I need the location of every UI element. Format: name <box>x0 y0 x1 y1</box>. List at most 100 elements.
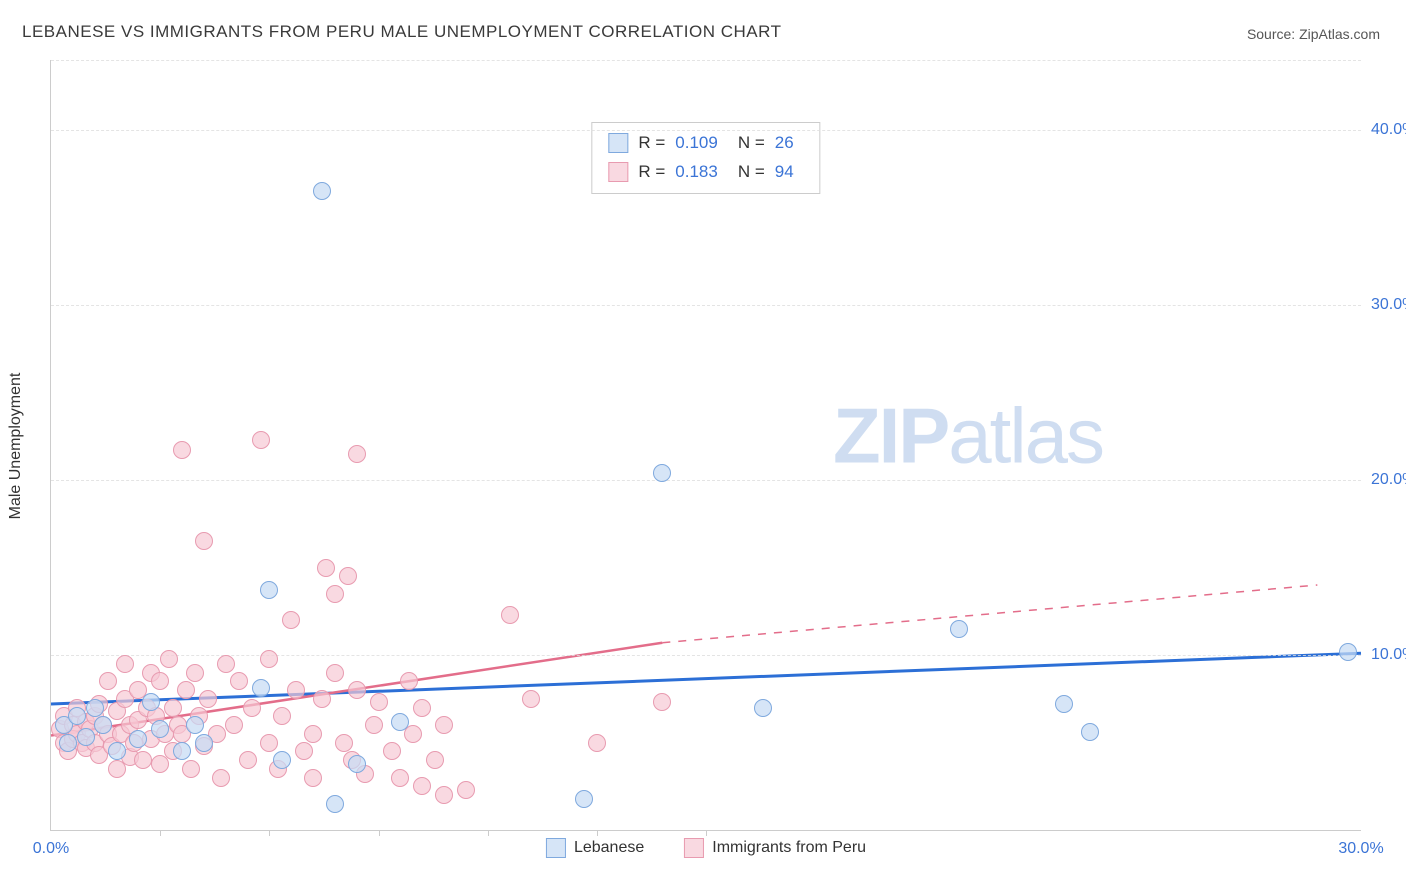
scatter-point-lebanese <box>391 713 409 731</box>
scatter-point-peru <box>370 693 388 711</box>
grid-line <box>51 655 1361 656</box>
legend-row-lebanese: R = 0.109 N = 26 <box>608 129 803 158</box>
scatter-point-lebanese <box>575 790 593 808</box>
legend-item-peru: Immigrants from Peru <box>684 838 866 858</box>
scatter-point-peru <box>365 716 383 734</box>
scatter-point-peru <box>317 559 335 577</box>
n-value: 94 <box>775 158 794 187</box>
watermark-strong: ZIP <box>833 391 948 479</box>
scatter-point-peru <box>252 431 270 449</box>
watermark: ZIPatlas <box>833 390 1103 481</box>
scatter-point-peru <box>134 751 152 769</box>
scatter-point-lebanese <box>68 707 86 725</box>
scatter-point-peru <box>295 742 313 760</box>
grid-line <box>51 60 1361 61</box>
scatter-point-peru <box>230 672 248 690</box>
scatter-point-peru <box>260 734 278 752</box>
scatter-point-peru <box>313 690 331 708</box>
scatter-point-peru <box>177 681 195 699</box>
scatter-point-lebanese <box>77 728 95 746</box>
grid-line <box>51 130 1361 131</box>
grid-line <box>51 480 1361 481</box>
x-tick <box>706 830 707 836</box>
scatter-point-lebanese <box>273 751 291 769</box>
legend-swatch-lebanese <box>546 838 566 858</box>
n-label: N = <box>738 158 765 187</box>
scatter-point-peru <box>99 672 117 690</box>
scatter-point-peru <box>225 716 243 734</box>
scatter-point-peru <box>182 760 200 778</box>
scatter-point-peru <box>282 611 300 629</box>
x-tick-label: 0.0% <box>33 840 69 858</box>
x-tick-label: 30.0% <box>1338 840 1383 858</box>
scatter-point-lebanese <box>94 716 112 734</box>
scatter-point-peru <box>400 672 418 690</box>
scatter-point-peru <box>457 781 475 799</box>
scatter-point-lebanese <box>950 620 968 638</box>
scatter-point-peru <box>588 734 606 752</box>
legend-label: Immigrants from Peru <box>712 839 866 857</box>
x-tick <box>269 830 270 836</box>
scatter-point-peru <box>160 650 178 668</box>
scatter-point-peru <box>217 655 235 673</box>
series-legend: Lebanese Immigrants from Peru <box>546 838 866 858</box>
scatter-point-peru <box>426 751 444 769</box>
scatter-point-peru <box>239 751 257 769</box>
x-tick <box>379 830 380 836</box>
scatter-point-lebanese <box>186 716 204 734</box>
scatter-point-peru <box>391 769 409 787</box>
scatter-point-lebanese <box>129 730 147 748</box>
scatter-point-lebanese <box>173 742 191 760</box>
r-label: R = <box>638 158 665 187</box>
y-tick-label: 30.0% <box>1371 296 1406 314</box>
scatter-point-peru <box>653 693 671 711</box>
scatter-point-peru <box>326 585 344 603</box>
scatter-point-lebanese <box>151 720 169 738</box>
scatter-point-lebanese <box>326 795 344 813</box>
scatter-point-peru <box>348 445 366 463</box>
x-tick <box>488 830 489 836</box>
scatter-point-peru <box>287 681 305 699</box>
chart-title: LEBANESE VS IMMIGRANTS FROM PERU MALE UN… <box>22 22 781 42</box>
scatter-point-lebanese <box>313 182 331 200</box>
scatter-point-peru <box>383 742 401 760</box>
scatter-point-peru <box>151 672 169 690</box>
scatter-point-peru <box>186 664 204 682</box>
scatter-point-lebanese <box>108 742 126 760</box>
scatter-point-peru <box>164 699 182 717</box>
scatter-point-peru <box>273 707 291 725</box>
r-label: R = <box>638 129 665 158</box>
scatter-point-peru <box>199 690 217 708</box>
scatter-point-lebanese <box>59 734 77 752</box>
y-tick-label: 20.0% <box>1371 471 1406 489</box>
scatter-point-peru <box>413 699 431 717</box>
n-label: N = <box>738 129 765 158</box>
scatter-point-lebanese <box>142 693 160 711</box>
scatter-point-lebanese <box>1339 643 1357 661</box>
y-axis-label: Male Unemployment <box>7 373 25 520</box>
scatter-point-lebanese <box>260 581 278 599</box>
scatter-point-lebanese <box>348 755 366 773</box>
scatter-point-peru <box>304 769 322 787</box>
scatter-point-peru <box>173 441 191 459</box>
y-tick-label: 10.0% <box>1371 646 1406 664</box>
scatter-point-lebanese <box>1081 723 1099 741</box>
scatter-point-peru <box>335 734 353 752</box>
scatter-point-peru <box>260 650 278 668</box>
scatter-point-peru <box>243 699 261 717</box>
legend-swatch-lebanese <box>608 133 628 153</box>
scatter-point-peru <box>116 655 134 673</box>
scatter-point-peru <box>501 606 519 624</box>
scatter-point-peru <box>413 777 431 795</box>
scatter-point-peru <box>339 567 357 585</box>
scatter-point-lebanese <box>754 699 772 717</box>
scatter-point-lebanese <box>653 464 671 482</box>
legend-swatch-peru <box>608 162 628 182</box>
scatter-point-peru <box>404 725 422 743</box>
scatter-point-peru <box>195 532 213 550</box>
plot-area: ZIPatlas R = 0.109 N = 26 R = 0.183 N = … <box>50 60 1361 831</box>
x-tick <box>597 830 598 836</box>
scatter-point-peru <box>348 681 366 699</box>
y-tick-label: 40.0% <box>1371 121 1406 139</box>
scatter-point-peru <box>435 786 453 804</box>
